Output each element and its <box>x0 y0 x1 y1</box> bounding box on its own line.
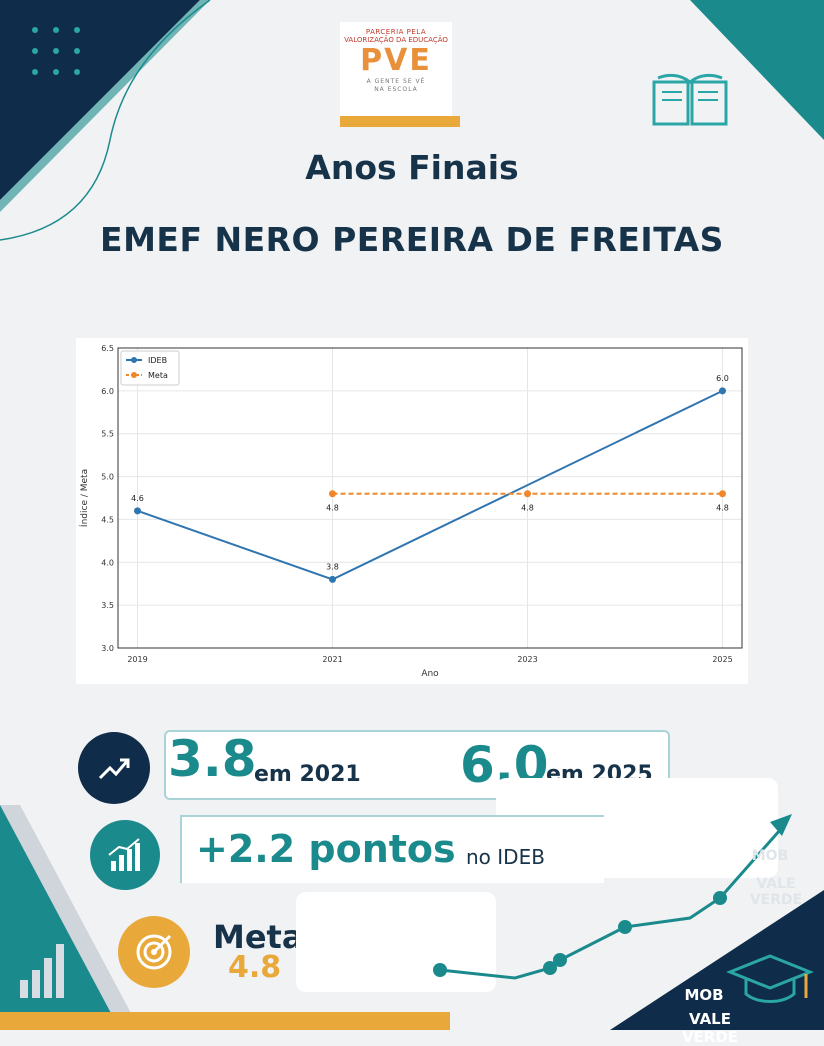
x-tick-label: 2023 <box>517 655 537 664</box>
chart-legend: IDEB Meta <box>120 350 180 386</box>
gain-points: +2.2 pontos <box>196 827 456 871</box>
bar-chart-growth-icon <box>90 820 160 890</box>
mob-label: MOB <box>684 986 724 1004</box>
plot-frame <box>117 347 743 649</box>
x-tick-label: 2019 <box>127 655 147 664</box>
x-tick-label: 2021 <box>322 655 342 664</box>
y-tick-label: 3.0 <box>101 644 114 653</box>
legend-ideb: IDEB <box>148 356 167 365</box>
stat-card-gain: +2.2 pontos no IDEB <box>180 815 604 883</box>
y-ticks: 3.0 3.5 4.0 4.5 5.0 5.5 6.0 6.5 <box>101 344 114 653</box>
graduation-cap-icon <box>726 954 814 1003</box>
bars-icon <box>20 944 64 998</box>
trend-up-icon <box>78 732 150 804</box>
data-point-meta <box>329 490 336 498</box>
logo-line1: PARCERIA PELA <box>365 28 427 36</box>
logo-line3: A GENTE SE VÊ <box>366 78 426 85</box>
chart-grid <box>118 347 742 649</box>
x-tick-label: 2025 <box>712 655 732 664</box>
data-label-meta: 4.8 <box>326 504 339 513</box>
y-tick-label: 6.5 <box>101 344 114 353</box>
pve-logo: PARCERIA PELA VALORIZAÇÃO DA EDUCAÇÃO PV… <box>340 22 452 118</box>
x-ticks: 2019 2021 2023 2025 <box>127 655 732 664</box>
book-icon <box>652 73 728 126</box>
data-point-meta <box>719 490 726 498</box>
data-label-meta: 4.8 <box>521 504 534 513</box>
logo-underline <box>340 116 460 127</box>
logo-mark: PVE <box>360 43 432 78</box>
y-tick-label: 5.0 <box>101 473 114 482</box>
chart-container: 3.0 3.5 4.0 4.5 5.0 5.5 6.0 6.5 2019 2021 2023 202… <box>76 338 748 684</box>
data-labels: 4.6 3.8 6.0 4.8 4.8 4.8 <box>131 374 729 572</box>
chart-series <box>134 387 726 583</box>
y-tick-label: 6.0 <box>101 387 114 396</box>
y-tick-label: 4.5 <box>101 515 114 524</box>
vale-verde-label: VALE VERDE <box>681 1010 739 1046</box>
ideb-line-chart: 3.0 3.5 4.0 4.5 5.0 5.5 6.0 6.5 2019 2021 2023 202… <box>78 344 743 679</box>
target-icon <box>118 916 190 988</box>
label-2021: em 2021 <box>254 762 361 787</box>
logo-line4: NA ESCOLA <box>374 86 418 93</box>
data-point-ideb <box>134 507 141 515</box>
y-tick-label: 5.5 <box>101 430 114 439</box>
data-point-meta <box>524 490 531 498</box>
data-label-ideb: 3.8 <box>326 562 339 571</box>
legend-meta: Meta <box>148 371 168 380</box>
growth-arrow-decoration <box>433 814 792 980</box>
data-label-ideb: 6.0 <box>716 374 729 383</box>
school-name: EMEF NERO PEREIRA DE FREITAS <box>100 220 724 259</box>
decor-card-bottom <box>296 892 496 992</box>
y-tick-label: 4.0 <box>101 558 114 567</box>
y-axis-label: Índice / Meta <box>78 469 90 527</box>
meta-value: 4.8 <box>228 950 282 985</box>
data-point-ideb <box>719 387 726 395</box>
data-label-ideb: 4.6 <box>131 494 144 503</box>
data-point-ideb <box>329 575 336 583</box>
value-2021: 3.8 <box>168 730 257 788</box>
logo-line2: VALORIZAÇÃO DA EDUCAÇÃO <box>344 36 448 44</box>
page-title: Anos Finais <box>305 148 519 187</box>
mob-faded: MOB <box>751 848 789 864</box>
data-label-meta: 4.8 <box>716 504 729 513</box>
x-axis-label: Ano <box>421 669 439 679</box>
y-tick-label: 3.5 <box>101 601 114 610</box>
vale-faded: VALE VERDE <box>749 876 803 908</box>
gain-label: no IDEB <box>466 845 545 869</box>
series-line-ideb <box>137 389 723 581</box>
meta-label: Meta <box>213 918 304 956</box>
